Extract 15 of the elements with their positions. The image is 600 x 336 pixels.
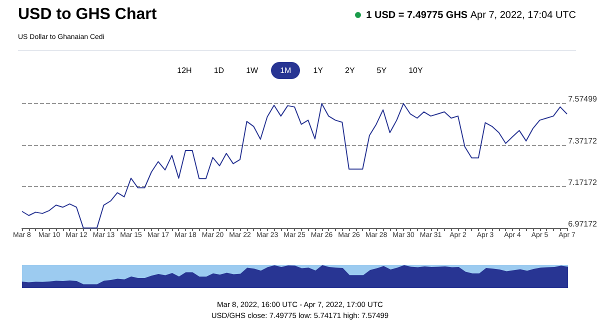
y-tick-label: 7.57499 xyxy=(568,94,598,104)
text: 5Y xyxy=(376,65,388,77)
text: Apr 7, 2022, 17:04 UTC xyxy=(470,10,576,21)
text: 1 USD = 7.49775 GHS xyxy=(366,10,469,21)
text: 2Y xyxy=(344,65,356,77)
y-tick-label: 7.37172 xyxy=(568,136,598,146)
text: 1Y xyxy=(312,65,324,77)
text: 1W xyxy=(245,65,260,77)
text: 1D xyxy=(212,65,226,77)
chart-title: USD to GHS Chart xyxy=(18,6,157,24)
text: 1M xyxy=(271,62,300,79)
text: 10Y xyxy=(408,65,424,77)
y-tick-label: 6.97172 xyxy=(568,220,598,228)
y-tick-label: 7.17172 xyxy=(568,178,598,188)
text: 12H xyxy=(176,65,193,77)
